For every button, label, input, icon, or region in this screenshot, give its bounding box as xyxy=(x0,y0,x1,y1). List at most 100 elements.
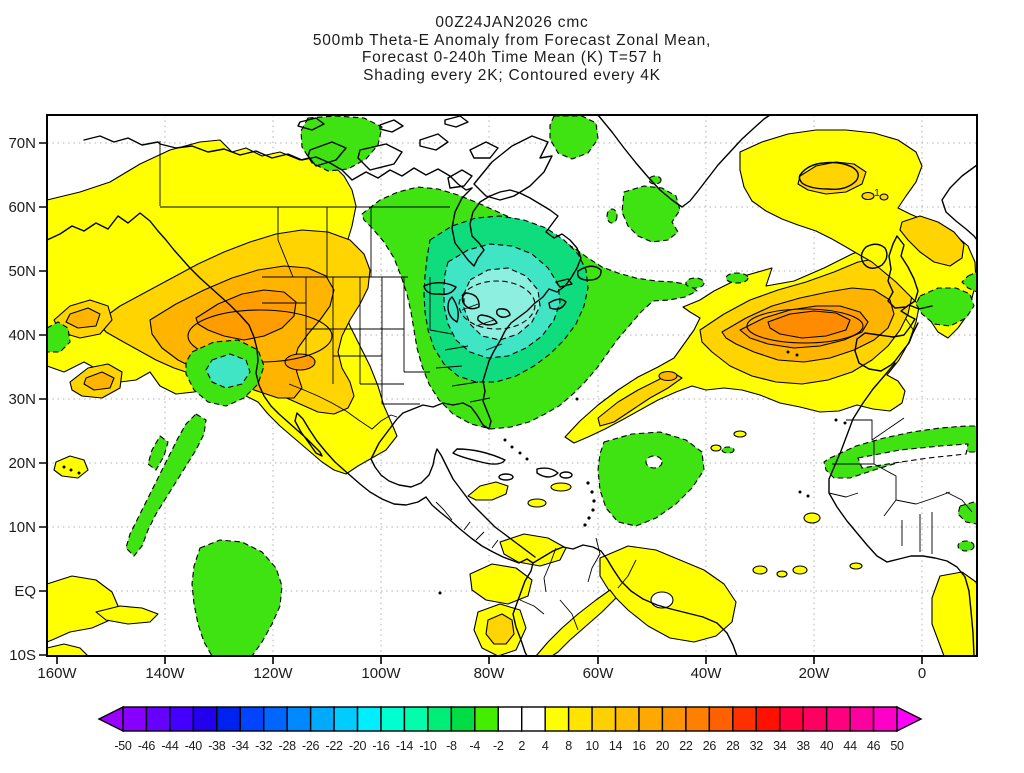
coast-france-iberia xyxy=(854,304,933,372)
colorbar-tick-label: -44 xyxy=(161,739,179,753)
colorbar-tick-label: -22 xyxy=(326,739,344,753)
shade-mid-atlantic-spot-b xyxy=(776,570,788,578)
shade-senegal-spot xyxy=(803,512,821,524)
lon-label-140w: 140W xyxy=(145,665,185,682)
shade-foxe-basin-green xyxy=(549,115,599,160)
colorbar-segment xyxy=(333,706,359,732)
shade-bahamas-patch-a xyxy=(733,430,747,438)
colorbar-tick-label: -20 xyxy=(349,739,367,753)
shade-davis-strait-green xyxy=(621,185,681,243)
colorbar-tick-label: 2 xyxy=(518,739,525,753)
colorbar-segment xyxy=(380,706,406,732)
colorbar-cells xyxy=(122,706,898,732)
shade-equator-left-yellow2 xyxy=(46,643,89,657)
coast-cuba xyxy=(452,448,506,465)
lat-label-50n: 50N xyxy=(8,263,36,280)
lat-label-60n: 60N xyxy=(8,199,36,216)
coast-baffin-island xyxy=(473,135,553,201)
border-us-states-west xyxy=(262,277,430,405)
shade-sahel-gap xyxy=(857,443,969,469)
lon-label-100w: 100W xyxy=(361,665,401,682)
colorbar-tick-label: -4 xyxy=(470,739,481,753)
shade-caribbean-islet xyxy=(721,446,735,454)
coast-victoria-island xyxy=(357,143,403,171)
colorbar-tick-label: 16 xyxy=(632,739,646,753)
shade-west-secondary-core xyxy=(284,353,316,371)
colorbar-segment xyxy=(544,706,570,732)
coast-banks-island xyxy=(307,141,347,167)
shade-africa-edge-green xyxy=(957,501,978,525)
border-us-states-east xyxy=(429,277,503,403)
longitude-ticks xyxy=(56,656,923,664)
lon-label-40w: 40W xyxy=(691,665,723,682)
lat-label-70n: 70N xyxy=(8,135,36,152)
colorbar-segment xyxy=(708,706,734,732)
colorbar-segment xyxy=(286,706,312,732)
colorbar-segment xyxy=(521,706,546,732)
shade-labrador-spot xyxy=(606,208,618,224)
contour-ring-east-na xyxy=(458,280,536,330)
colorbar-tick-label: 28 xyxy=(726,739,740,753)
lon-label-60w: 60W xyxy=(583,665,615,682)
title-block: 00Z24JAN2026 cmc 500mb Theta-E Anomaly f… xyxy=(313,14,710,84)
colorbar-segment xyxy=(216,706,241,732)
colorbar-segment xyxy=(263,706,288,732)
border-south-america xyxy=(519,537,637,631)
shade-africa-edge-green2 xyxy=(957,540,975,552)
colorbar-tick-label: -2 xyxy=(493,739,504,753)
border-canadian-provinces xyxy=(277,207,372,278)
coast-greenland xyxy=(597,114,771,208)
shade-equator-streak xyxy=(95,605,159,625)
shade-west-north-america-core xyxy=(195,289,297,341)
axis-ticks xyxy=(39,142,923,664)
shade-arctic-islands-green xyxy=(300,115,383,172)
colorbar-tick-label: -32 xyxy=(255,739,273,753)
coast-south-america-north xyxy=(532,544,738,657)
latitude-ticks xyxy=(39,142,47,656)
colorbar-tick-label: 44 xyxy=(843,739,857,753)
shade-antilles-hole xyxy=(645,455,663,469)
coast-iceland xyxy=(798,161,859,191)
colorbar-segment xyxy=(427,706,453,732)
shade-bahamas-patch-b xyxy=(710,444,722,452)
lat-label-10n: 10N xyxy=(8,519,36,536)
coast-lake-erie xyxy=(477,314,498,326)
coast-northwest-africa xyxy=(828,362,975,657)
lon-label-160w: 160W xyxy=(37,665,77,682)
coast-arctic xyxy=(83,135,473,191)
shade-caribbean-patch-c xyxy=(550,482,572,492)
lesser-antilles-dots xyxy=(583,481,596,527)
lon-label-20w: 20W xyxy=(799,665,831,682)
colorbar-tick-label: -34 xyxy=(232,739,250,753)
shade-baltic-edge-green xyxy=(961,271,978,293)
colorbar-segment xyxy=(169,706,195,732)
contour-ring-atlantic xyxy=(746,308,864,344)
coast-ireland xyxy=(860,243,888,269)
coast-hispaniola xyxy=(536,467,559,478)
shade-pacific-left-orange-a2 xyxy=(65,307,101,329)
colorbar-tick-label: 50 xyxy=(890,739,904,753)
shade-antilles-east-green xyxy=(597,431,705,527)
colorbar-segment xyxy=(661,706,687,732)
shading-positive-regions xyxy=(46,129,978,657)
colorbar-tick-label: -26 xyxy=(302,739,320,753)
shade-faroe-spot-a xyxy=(861,191,875,201)
lon-label-80w: 80W xyxy=(474,665,506,682)
colorbar-segment xyxy=(239,706,265,732)
colorbar-tick-label: -38 xyxy=(208,739,226,753)
lon-label-120w: 120W xyxy=(253,665,293,682)
colorbar-segment xyxy=(779,706,804,732)
lat-label-40n: 40N xyxy=(8,327,36,344)
coast-hudson-bay xyxy=(370,187,582,558)
colorbar-tick-label: -10 xyxy=(419,739,437,753)
coast-arctic-isle-e xyxy=(444,115,469,128)
border-west-africa xyxy=(828,417,973,554)
coast-norway xyxy=(941,164,978,241)
border-us-mexico xyxy=(288,383,398,430)
shade-peru-orange-core xyxy=(485,613,515,645)
colorbar-segment xyxy=(474,706,499,732)
coast-arctic-isle-d xyxy=(379,119,404,133)
shade-south-atlantic-streak xyxy=(535,589,617,657)
shade-colombia-yellow xyxy=(469,563,533,605)
